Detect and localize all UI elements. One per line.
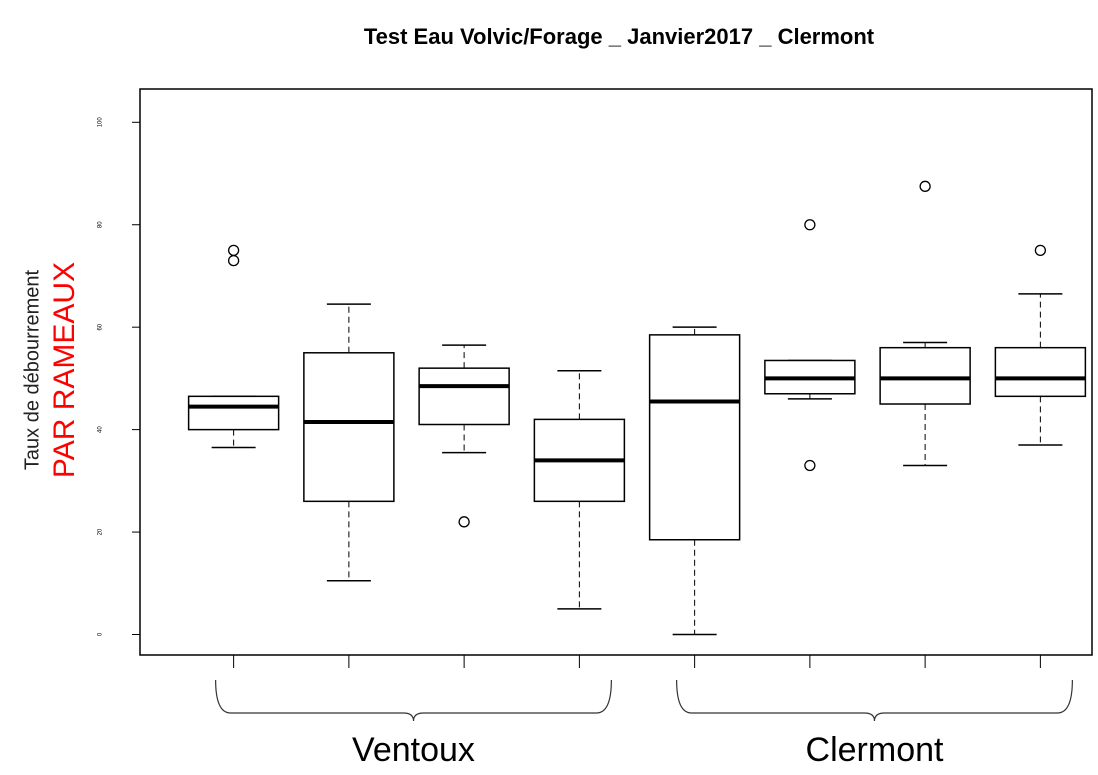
box xyxy=(303,352,395,503)
outlier xyxy=(227,254,240,267)
y-tick-label: 20 xyxy=(98,528,104,535)
y-tick-label: 80 xyxy=(98,221,104,228)
group-brace xyxy=(215,679,612,722)
y-axis-label: Taux de débourrement xyxy=(21,270,43,471)
box xyxy=(418,367,510,426)
group-brace xyxy=(676,679,1073,722)
box xyxy=(648,334,741,541)
chart-title: Test Eau Volvic/Forage _ Janvier2017 _ C… xyxy=(364,24,875,49)
y-axis-label-emphasis: PAR RAMEAUX xyxy=(48,262,81,478)
outlier xyxy=(1034,244,1047,256)
box xyxy=(994,346,1087,398)
y-tick-label: 60 xyxy=(98,323,104,330)
plot-frame xyxy=(139,88,1093,656)
y-tick-label: 100 xyxy=(98,117,104,128)
y-tick-label: 40 xyxy=(98,426,104,433)
outlier xyxy=(458,516,470,528)
outlier xyxy=(227,244,240,256)
box xyxy=(187,395,280,431)
box xyxy=(879,346,971,405)
group-label: Ventoux xyxy=(352,731,475,769)
outlier xyxy=(804,459,816,472)
group-label: Clermont xyxy=(806,731,944,769)
y-tick-label: 0 xyxy=(98,632,104,636)
outlier xyxy=(919,180,931,192)
outlier xyxy=(804,219,816,231)
